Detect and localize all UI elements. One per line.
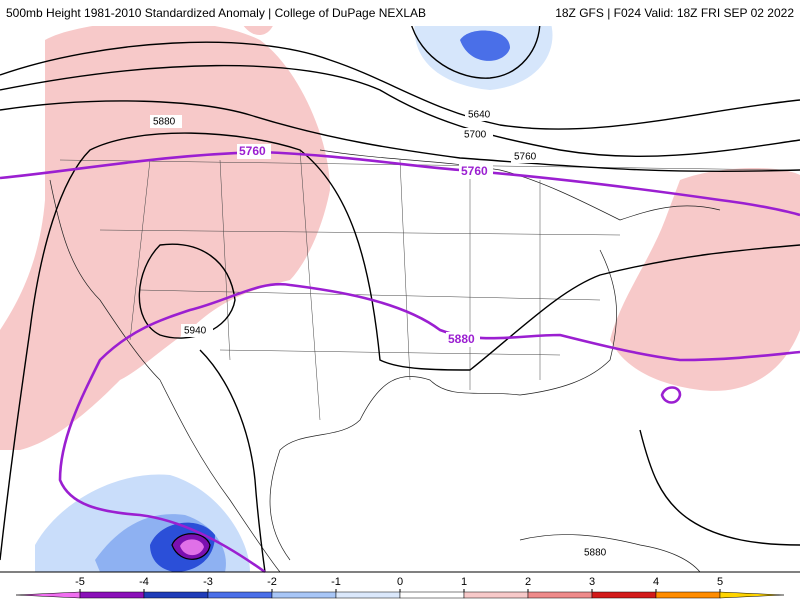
label-background bbox=[459, 164, 493, 179]
contour-label: 5760 bbox=[514, 152, 537, 163]
label-background bbox=[181, 324, 213, 337]
colorbar-segment bbox=[527, 591, 593, 599]
highlighted-contour bbox=[0, 150, 800, 217]
label-background bbox=[465, 108, 497, 121]
positive-anomaly bbox=[610, 168, 800, 391]
colorbar-segment bbox=[335, 591, 401, 599]
label-background bbox=[511, 150, 543, 163]
colorbar: -5 -4 -3 -2 -1 0 1 2 3 4 5 bbox=[0, 571, 800, 599]
colorbar-tick-label: -2 bbox=[267, 576, 277, 588]
coastline bbox=[269, 249, 617, 561]
colorbar-end bbox=[15, 591, 81, 599]
colorbar-tick-label: -3 bbox=[203, 576, 213, 588]
height-contour bbox=[0, 41, 800, 130]
coastline bbox=[519, 534, 701, 573]
highlighted-contour bbox=[58, 282, 800, 574]
positive-anomaly bbox=[0, 21, 330, 450]
height-contour bbox=[0, 132, 800, 561]
contour-label: 5880 bbox=[153, 117, 176, 128]
colorbar-end bbox=[719, 591, 785, 599]
contour-label: 5700 bbox=[464, 130, 487, 141]
header-background bbox=[0, 0, 800, 26]
colorbar-tick-label: 1 bbox=[461, 576, 467, 588]
height-contour bbox=[409, 19, 541, 79]
colorbar-segment bbox=[463, 591, 529, 599]
header-valid: 18Z GFS | F024 Valid: 18Z FRI SEP 02 202… bbox=[555, 6, 794, 20]
colorbar-tick-label: 4 bbox=[653, 576, 659, 588]
header-title: 500mb Height 1981-2010 Standardized Anom… bbox=[6, 6, 426, 20]
height-contour bbox=[199, 349, 266, 573]
colorbar-segment bbox=[143, 591, 209, 599]
colorbar-tick-label: 2 bbox=[525, 576, 531, 588]
contour-label: 5880 bbox=[584, 548, 607, 559]
label-background bbox=[237, 144, 271, 159]
colorbar-tick-label: 3 bbox=[589, 576, 595, 588]
highlight-label: 5760 bbox=[461, 164, 488, 178]
negative-anomaly bbox=[180, 539, 204, 556]
colorbar-tick-label: -4 bbox=[139, 576, 149, 588]
colorbar-segment bbox=[207, 591, 273, 599]
label-background bbox=[446, 332, 480, 347]
coastline bbox=[319, 149, 721, 221]
contour-label: 5640 bbox=[468, 110, 491, 121]
colorbar-segment bbox=[591, 591, 657, 599]
height-contour bbox=[0, 100, 800, 173]
colorbar-segment bbox=[655, 591, 721, 599]
label-background bbox=[461, 128, 493, 141]
colorbar-segment bbox=[79, 591, 145, 599]
highlighted-contour bbox=[660, 386, 682, 404]
colorbar-tick-label: -1 bbox=[331, 576, 341, 588]
colorbar-tick-label: 5 bbox=[717, 576, 723, 588]
highlight-label: 5760 bbox=[239, 144, 266, 158]
highlight-label: 5880 bbox=[448, 332, 475, 346]
label-background bbox=[150, 115, 182, 128]
negative-anomaly bbox=[460, 30, 510, 61]
height-contour bbox=[639, 429, 800, 546]
colorbar-segment bbox=[271, 591, 337, 599]
coastline bbox=[49, 179, 281, 573]
colorbar-tick-label: 0 bbox=[397, 576, 403, 588]
map: 5880 5640 5700 5760 5940 5880 5760 5760 … bbox=[0, 0, 800, 574]
colorbar-tick-label: -5 bbox=[75, 576, 85, 588]
contour-label: 5940 bbox=[184, 326, 207, 337]
height-contour bbox=[0, 64, 800, 158]
state-boundaries bbox=[59, 149, 791, 421]
label-background bbox=[581, 546, 613, 559]
colorbar-segment bbox=[399, 591, 465, 599]
